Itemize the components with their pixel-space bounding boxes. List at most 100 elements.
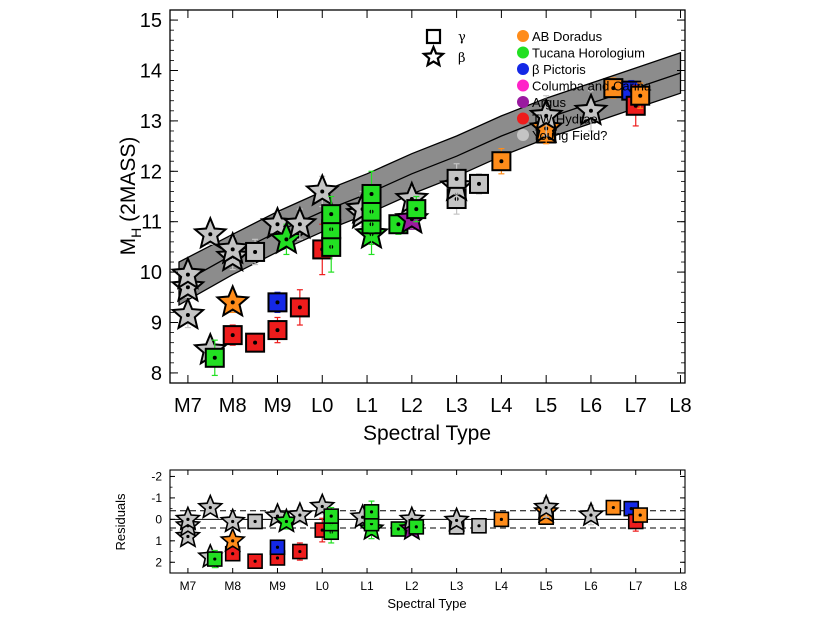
- center-dot: [638, 93, 643, 98]
- data-point-square: [491, 148, 512, 175]
- center-dot: [369, 191, 374, 196]
- x-tick-label: L8: [669, 395, 691, 417]
- x-tick-label: L7: [629, 579, 643, 593]
- x-tick-label: L5: [539, 579, 553, 593]
- star-symbol-icon: [421, 44, 446, 68]
- center-dot: [275, 222, 280, 227]
- legend-entry-beta-pictoris: β Pictoris: [517, 62, 586, 77]
- data-point-square: [632, 507, 649, 523]
- residuals-x-axis-title: Spectral Type: [387, 596, 466, 611]
- y-tick-label: 9: [151, 313, 162, 335]
- main-y-tick-labels: 8 9 10 11 12 13 14 15: [140, 10, 162, 385]
- y-axis-title-rest: (2MASS): [117, 137, 140, 228]
- legend-dot-icon: [517, 30, 529, 42]
- x-tick-label: M9: [269, 579, 286, 593]
- center-dot: [499, 517, 503, 521]
- x-tick-label: M7: [174, 395, 202, 417]
- legend-dot-icon: [517, 63, 529, 75]
- center-dot: [185, 272, 190, 277]
- center-dot: [284, 519, 289, 524]
- data-point-square: [361, 170, 382, 218]
- legend-label: β Pictoris: [532, 62, 586, 77]
- center-dot: [230, 333, 235, 338]
- square-symbol-label: γ: [458, 30, 466, 45]
- data-point-square: [245, 238, 266, 266]
- legend-entry-argus: Argus: [517, 95, 566, 110]
- y-tick-label: 12: [140, 161, 162, 183]
- center-dot: [253, 559, 257, 563]
- legend-entry-columba-carina: Columba and Carina: [517, 79, 652, 94]
- data-point-star: [304, 172, 340, 208]
- symbol-key: γ β: [421, 28, 466, 68]
- y-tick-label: -1: [151, 491, 162, 505]
- y-axis-title-subscript: H: [128, 228, 144, 238]
- data-point-star: [268, 220, 305, 256]
- x-tick-label: L2: [405, 579, 419, 593]
- legend-label: AB Doradus: [532, 29, 603, 44]
- residuals-y-axis-title: Residuals: [113, 493, 128, 551]
- center-dot: [253, 249, 258, 254]
- data-point-star: [573, 90, 609, 132]
- data-point-square: [493, 511, 510, 528]
- center-dot: [589, 513, 593, 517]
- y-tick-label: 13: [140, 111, 162, 133]
- data-point-square: [323, 506, 340, 526]
- legend-entry-young-field: Young Field?: [517, 128, 607, 143]
- residuals-y-tick-labels: -2 -1 0 1 2: [151, 469, 162, 569]
- center-dot: [275, 328, 280, 333]
- center-dot: [629, 507, 633, 511]
- data-point-square: [206, 549, 223, 569]
- legend-entry-tucana-horologium: Tucana Horologium: [517, 46, 645, 61]
- data-point-square: [289, 289, 310, 326]
- x-tick-label: L3: [445, 395, 467, 417]
- data-point-star: [219, 507, 247, 533]
- legend-dot-icon: [517, 46, 529, 59]
- center-dot: [611, 505, 615, 510]
- legend-label: Argus: [532, 95, 566, 110]
- center-dot: [212, 355, 217, 360]
- data-point-star: [219, 526, 247, 553]
- data-point-star: [577, 501, 605, 527]
- legend-entry-tw-hydrae: TW Hydrae: [517, 112, 598, 127]
- data-point-square: [446, 163, 467, 195]
- residuals-x-tick-labels: M7 M8 M9 L0 L1 L2 L3 L4 L5 L6 L7 L8: [180, 579, 688, 593]
- legend-label: TW Hydrae: [532, 112, 598, 127]
- data-point-square: [406, 195, 427, 223]
- main-y-axis-title: MH (2MASS): [117, 137, 144, 256]
- y-tick-label: 0: [155, 512, 162, 526]
- center-dot: [186, 534, 190, 539]
- star-symbol-label: β: [458, 51, 466, 66]
- x-tick-label: L2: [401, 395, 423, 417]
- center-dot: [329, 212, 334, 217]
- data-point-square: [247, 513, 263, 530]
- x-tick-label: M8: [219, 395, 247, 417]
- center-dot: [477, 181, 481, 186]
- data-point-star: [192, 215, 228, 250]
- data-point-star: [528, 95, 564, 137]
- x-tick-label: M8: [224, 579, 241, 593]
- x-tick-label: L6: [584, 579, 598, 593]
- legend-dot-icon: [517, 112, 529, 125]
- data-point-square: [469, 173, 489, 195]
- center-dot: [230, 247, 235, 252]
- center-dot: [213, 557, 217, 561]
- y-tick-label: 2: [155, 555, 162, 569]
- x-tick-label: L1: [360, 579, 374, 593]
- residuals-plot-panel: M7 M8 M9 L0 L1 L2 L3 L4 L5 L6 L7 L8 -2 -1 0 1 2 Spectra…: [113, 469, 688, 611]
- data-point-star: [174, 505, 202, 531]
- center-dot: [297, 222, 302, 227]
- y-axis-title-main: M: [117, 238, 140, 256]
- center-dot: [253, 519, 257, 524]
- y-tick-label: 1: [155, 534, 162, 548]
- x-tick-label: L3: [450, 579, 464, 593]
- data-point-square: [321, 195, 342, 233]
- center-dot: [208, 232, 213, 237]
- data-point-star: [532, 493, 560, 519]
- center-dot: [499, 159, 504, 164]
- data-point-square: [292, 542, 308, 561]
- y-tick-label: 8: [151, 363, 162, 385]
- center-dot: [454, 176, 459, 181]
- legend-entry-ab-doradus: AB Doradus: [517, 29, 603, 44]
- x-tick-label: L0: [311, 395, 333, 417]
